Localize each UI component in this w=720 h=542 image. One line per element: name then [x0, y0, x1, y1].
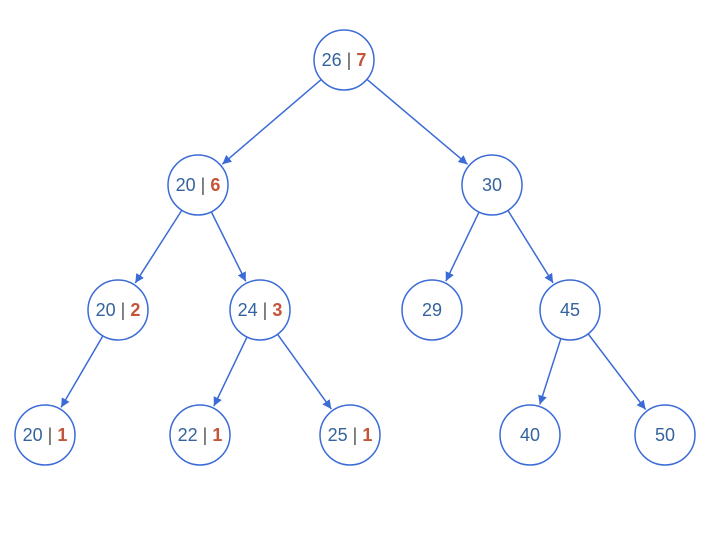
binary-tree-diagram: 26 | 7 20 | 6 30 20 | 2 24 | 3 29 45 20 | 1 22 |… — [0, 0, 720, 542]
tree-node: 40 — [500, 405, 560, 465]
tree-edge — [211, 212, 245, 281]
tree-node-label: 25 | 1 — [328, 425, 373, 445]
tree-node: 45 — [540, 280, 600, 340]
tree-edge — [508, 210, 553, 282]
tree-node: 20 | 6 — [168, 155, 228, 215]
tree-node-label: 20 | 1 — [23, 425, 68, 445]
tree-node: 25 | 1 — [320, 405, 380, 465]
tree-node: 29 — [402, 280, 462, 340]
tree-edge — [222, 80, 321, 165]
tree-node: 30 — [462, 155, 522, 215]
tree-node: 20 | 1 — [15, 405, 75, 465]
tree-edge — [367, 79, 468, 164]
tree-node: 26 | 7 — [314, 30, 374, 90]
tree-edge — [588, 334, 645, 410]
tree-node: 50 — [635, 405, 695, 465]
tree-node-label: 45 — [560, 300, 580, 320]
tree-node-label: 30 — [482, 175, 502, 195]
tree-edge — [61, 336, 103, 407]
tree-nodes: 26 | 7 20 | 6 30 20 | 2 24 | 3 29 45 20 | 1 22 |… — [15, 30, 695, 465]
tree-node-label: 20 | 6 — [176, 175, 221, 195]
tree-node-label: 24 | 3 — [238, 300, 283, 320]
tree-node-label: 40 — [520, 425, 540, 445]
tree-node-label: 26 | 7 — [322, 50, 367, 70]
tree-edge — [278, 334, 332, 409]
tree-edge — [446, 212, 479, 281]
tree-node-label: 22 | 1 — [178, 425, 223, 445]
tree-node: 22 | 1 — [170, 405, 230, 465]
tree-edge — [135, 210, 182, 283]
tree-edge — [540, 339, 561, 405]
tree-node-label: 20 | 2 — [96, 300, 141, 320]
tree-node-label: 50 — [655, 425, 675, 445]
tree-node-label: 29 — [422, 300, 442, 320]
tree-edges — [61, 79, 646, 409]
tree-node: 20 | 2 — [88, 280, 148, 340]
tree-node: 24 | 3 — [230, 280, 290, 340]
tree-edge — [214, 337, 247, 406]
